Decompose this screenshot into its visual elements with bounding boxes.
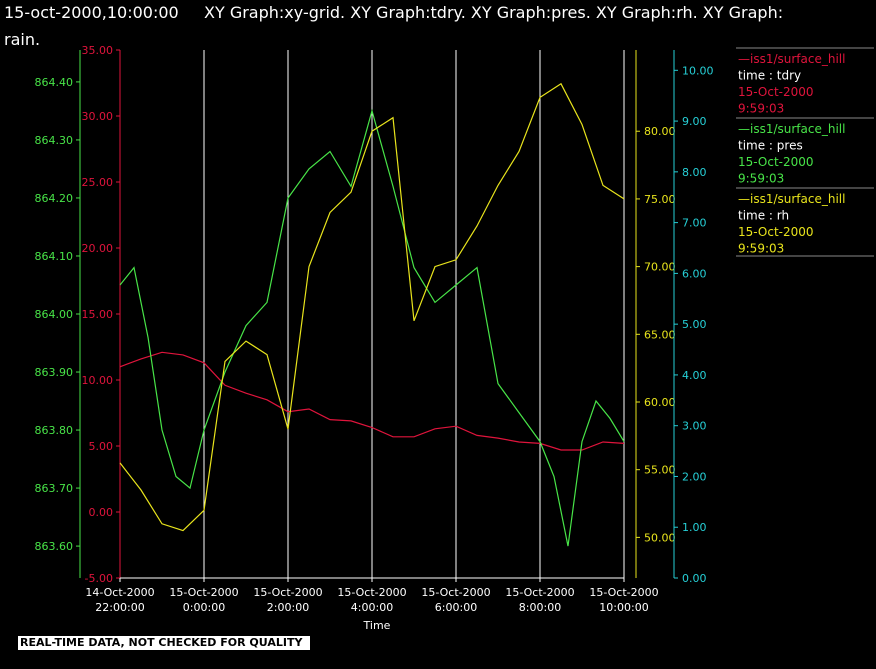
y-tick-label: 30.00 — [82, 110, 114, 123]
y-tick-label: 10.00 — [82, 374, 114, 387]
x-tick-date: 15-Oct-2000 — [169, 586, 238, 599]
x-tick-date: 15-Oct-2000 — [505, 586, 574, 599]
x-tick-time: 8:00:00 — [519, 601, 561, 614]
y-tick-label: 35.00 — [82, 44, 114, 57]
y-tick-label: -5.00 — [85, 572, 113, 585]
legend-text: time : tdry — [738, 69, 801, 83]
x-axis-label: Time — [363, 619, 391, 632]
pres-axis: 863.60 863.70 863.80 863.90 864.00 864.10 864.… — [35, 50, 81, 578]
y-tick-label: 863.60 — [35, 540, 74, 553]
legend-text: 15-Oct-2000 — [738, 225, 814, 239]
y-tick-label: 15.00 — [82, 308, 114, 321]
rh-axis: 50.00 55.00 60.00 65.00 70.00 75.00 80.00 — [635, 50, 676, 578]
tdry-series-line — [119, 351, 625, 451]
y-tick-label: 864.10 — [35, 250, 74, 263]
y-tick-label: 5.00 — [682, 318, 707, 331]
pres-series-line — [119, 108, 625, 547]
quality-disclaimer: REAL-TIME DATA, NOT CHECKED FOR QUALITY — [18, 636, 310, 650]
x-tick-time: 10:00:00 — [599, 601, 648, 614]
tdry-axis: -5.00 0.00 5.00 10.00 15.00 20.00 25.00 30.00 35… — [82, 44, 121, 585]
title-line1: XY Graph:xy-grid. XY Graph:tdry. XY Grap… — [204, 3, 783, 22]
y-tick-label: 2.00 — [682, 470, 707, 483]
y-tick-label: 50.00 — [644, 531, 676, 544]
x-tick-time: 6:00:00 — [435, 601, 477, 614]
legend-text: 9:59:03 — [738, 242, 784, 256]
y-tick-label: 9.00 — [682, 115, 707, 128]
y-tick-label: 863.80 — [35, 424, 74, 437]
legend-text: —iss1/surface_hill — [738, 122, 845, 136]
y-tick-label: 8.00 — [682, 166, 707, 179]
y-tick-label: 864.40 — [35, 76, 74, 89]
rh-series-line — [119, 82, 625, 532]
y-tick-label: 863.90 — [35, 366, 74, 379]
axes: -5.00 0.00 5.00 10.00 15.00 20.00 25.00 30.00 35… — [35, 44, 714, 585]
y-tick-label: 80.00 — [644, 125, 676, 138]
legend-text: time : rh — [738, 209, 789, 223]
y-tick-label: 75.00 — [644, 193, 676, 206]
legend-text: 9:59:03 — [738, 172, 784, 186]
vertical-grid — [119, 50, 625, 578]
y-tick-label: 7.00 — [682, 217, 707, 230]
legend-text: 15-Oct-2000 — [738, 85, 814, 99]
y-tick-label: 60.00 — [644, 396, 676, 409]
legend-text: time : pres — [738, 139, 803, 153]
y-tick-label: 864.00 — [35, 308, 74, 321]
y-tick-label: 1.00 — [682, 521, 707, 534]
y-tick-label: 863.70 — [35, 482, 74, 495]
x-tick-time: 4:00:00 — [351, 601, 393, 614]
y-tick-label: 70.00 — [644, 261, 676, 274]
series-lines — [119, 82, 625, 547]
x-tick-date: 15-Oct-2000 — [421, 586, 490, 599]
x-tick-date: 14-Oct-2000 — [85, 586, 154, 599]
y-tick-label: 5.00 — [89, 440, 114, 453]
y-tick-label: 20.00 — [82, 242, 114, 255]
y-tick-label: 0.00 — [89, 506, 114, 519]
x-tick-date: 15-Oct-2000 — [253, 586, 322, 599]
x-tick-time: 2:00:00 — [267, 601, 309, 614]
rain-axis: 0.00 1.00 2.00 3.00 4.00 5.00 6.00 7.00 8.00 9.00… — [673, 50, 714, 585]
legend-text: 9:59:03 — [738, 102, 784, 116]
y-tick-label: 3.00 — [682, 420, 707, 433]
y-tick-label: 65.00 — [644, 328, 676, 341]
legend-text: —iss1/surface_hill — [738, 192, 845, 206]
y-tick-label: 10.00 — [682, 64, 714, 77]
legend-text: —iss1/surface_hill — [738, 52, 845, 66]
x-tick-time: 22:00:00 — [95, 601, 144, 614]
y-tick-label: 0.00 — [682, 572, 707, 585]
y-tick-label: 6.00 — [682, 267, 707, 280]
y-tick-label: 4.00 — [682, 369, 707, 382]
y-tick-label: 864.30 — [35, 134, 74, 147]
x-tick-date: 15-Oct-2000 — [589, 586, 658, 599]
y-tick-label: 25.00 — [82, 176, 114, 189]
x-tick-date: 15-Oct-2000 — [337, 586, 406, 599]
y-tick-label: 55.00 — [644, 464, 676, 477]
title-timestamp: 15-oct-2000,10:00:00 — [4, 3, 179, 22]
y-tick-label: 864.20 — [35, 192, 74, 205]
title-line2: rain. — [4, 30, 40, 49]
legend-text: 15-Oct-2000 — [738, 155, 814, 169]
x-axis-ticks: 14-Oct-2000 22:00:00 15-Oct-2000 0:00:00 15-… — [85, 577, 659, 614]
x-tick-time: 0:00:00 — [183, 601, 225, 614]
